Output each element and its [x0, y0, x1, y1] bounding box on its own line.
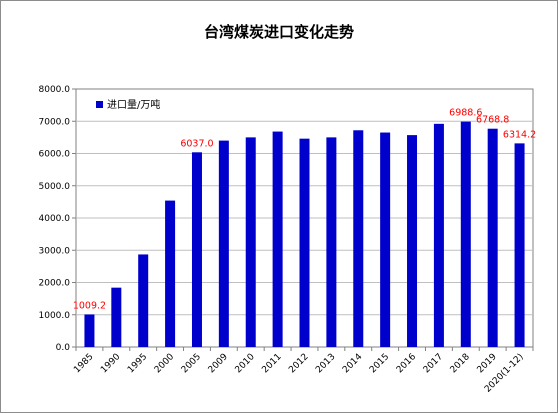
- legend-swatch: [96, 101, 103, 108]
- bar: [191, 152, 202, 347]
- y-tick-label: 1000.0: [39, 311, 71, 321]
- x-tick-label: 2016: [395, 352, 418, 375]
- y-tick-label: 0.0: [56, 343, 71, 353]
- bar: [218, 140, 229, 347]
- x-tick-label: 2017: [422, 352, 445, 375]
- x-tick-label: 2014: [341, 352, 364, 375]
- bar: [514, 143, 525, 347]
- y-tick-label: 2000.0: [39, 279, 71, 289]
- bar: [433, 123, 444, 347]
- x-tick-label: 2012: [287, 352, 310, 375]
- x-tick-label: 2015: [368, 352, 391, 375]
- x-tick-label: 1995: [126, 352, 149, 375]
- bar: [245, 137, 256, 347]
- y-tick-label: 4000.0: [39, 214, 71, 224]
- bar: [487, 128, 498, 347]
- legend-label: 进口量/万吨: [107, 98, 160, 111]
- bar: [138, 254, 149, 347]
- chart-title: 台湾煤炭进口变化走势: [203, 23, 354, 41]
- bar: [165, 200, 176, 347]
- y-tick-label: 8000.0: [39, 85, 71, 95]
- x-tick-label: 2000: [153, 352, 176, 375]
- data-label: 6314.2: [503, 129, 536, 140]
- bar: [326, 137, 337, 347]
- data-label: 6768.8: [476, 115, 509, 126]
- bar: [460, 121, 471, 348]
- bar: [299, 138, 310, 347]
- bar: [272, 131, 283, 347]
- x-tick-label: 2009: [207, 352, 230, 375]
- x-tick-label: 2018: [449, 352, 472, 375]
- y-tick-label: 3000.0: [39, 246, 71, 256]
- x-tick-label: 1990: [99, 352, 122, 375]
- bar: [111, 287, 122, 347]
- bar: [353, 130, 364, 347]
- y-tick-label: 7000.0: [39, 117, 71, 127]
- bar: [407, 135, 418, 347]
- data-label: 1009.2: [73, 300, 106, 311]
- bar: [84, 314, 95, 347]
- y-tick-label: 6000.0: [39, 150, 71, 160]
- x-tick-label: 2005: [180, 352, 203, 375]
- y-tick-label: 5000.0: [39, 182, 71, 192]
- bar: [380, 132, 391, 347]
- x-tick-label: 2011: [260, 352, 283, 375]
- data-label: 6988.6: [449, 108, 482, 119]
- x-tick-label: 2019: [476, 352, 499, 375]
- x-tick-label: 2010: [234, 352, 257, 375]
- x-tick-label: 1985: [72, 352, 95, 375]
- x-tick-label: 2013: [314, 352, 337, 375]
- data-label: 6037.0: [180, 138, 213, 149]
